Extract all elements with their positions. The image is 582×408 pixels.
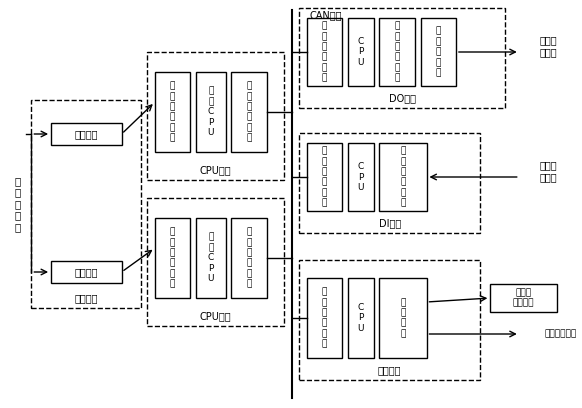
Text: 跳闸、: 跳闸、 — [540, 35, 557, 45]
FancyBboxPatch shape — [299, 133, 481, 233]
Text: 通信、打印等: 通信、打印等 — [544, 330, 576, 339]
Text: 现
场
总
线
接
口: 现 场 总 线 接 口 — [322, 146, 327, 208]
FancyBboxPatch shape — [155, 72, 190, 152]
Text: 工况、: 工况、 — [540, 160, 557, 170]
FancyBboxPatch shape — [348, 143, 374, 211]
Text: 现
场
总
线
接
口: 现 场 总 线 接 口 — [322, 22, 327, 82]
Text: 显示及
人机对话: 显示及 人机对话 — [513, 288, 534, 308]
Text: 数
据
采
集
系
统: 数 据 采 集 系 统 — [170, 82, 175, 142]
Text: 现
场
总
线
接
口: 现 场 总 线 接 口 — [322, 288, 327, 348]
FancyBboxPatch shape — [299, 260, 481, 380]
FancyBboxPatch shape — [232, 72, 267, 152]
FancyBboxPatch shape — [232, 218, 267, 298]
FancyBboxPatch shape — [421, 18, 456, 86]
Text: 光
电
耦
合
开
出: 光 电 耦 合 开 出 — [395, 22, 400, 82]
Text: 现
场
总
线
接
口: 现 场 总 线 接 口 — [246, 82, 252, 142]
FancyBboxPatch shape — [490, 284, 557, 312]
FancyBboxPatch shape — [196, 72, 225, 152]
Text: C
P
U: C P U — [357, 162, 364, 192]
FancyBboxPatch shape — [379, 278, 427, 358]
FancyBboxPatch shape — [379, 143, 427, 211]
Text: 电压形成: 电压形成 — [74, 267, 98, 277]
FancyBboxPatch shape — [348, 18, 374, 86]
Text: 管理模块: 管理模块 — [378, 365, 402, 375]
Text: 信号等: 信号等 — [540, 47, 557, 57]
FancyBboxPatch shape — [348, 278, 374, 358]
Text: C
P
U: C P U — [357, 303, 364, 333]
FancyBboxPatch shape — [307, 18, 342, 86]
Text: 电压形成: 电压形成 — [74, 129, 98, 139]
Text: 光
电
耦
合
开
入: 光 电 耦 合 开 入 — [400, 146, 406, 208]
Text: 出
口
继
电
器: 出 口 继 电 器 — [435, 27, 441, 77]
Text: C
P
U: C P U — [357, 37, 364, 67]
Text: 光
电
耦
合: 光 电 耦 合 — [400, 298, 406, 338]
FancyBboxPatch shape — [51, 123, 122, 145]
FancyBboxPatch shape — [51, 261, 122, 283]
Text: 交流变换: 交流变换 — [74, 293, 98, 303]
Text: CAN总线: CAN总线 — [310, 10, 342, 20]
Text: 保
护
C
P
U: 保 护 C P U — [208, 233, 214, 283]
Text: CPU模块: CPU模块 — [200, 165, 232, 175]
FancyBboxPatch shape — [307, 278, 342, 358]
Text: DI模块: DI模块 — [379, 218, 401, 228]
FancyBboxPatch shape — [379, 18, 415, 86]
FancyBboxPatch shape — [196, 218, 225, 298]
Text: 数
据
采
集
系
统: 数 据 采 集 系 统 — [170, 228, 175, 288]
FancyBboxPatch shape — [147, 52, 285, 180]
FancyBboxPatch shape — [147, 198, 285, 326]
FancyBboxPatch shape — [31, 100, 141, 308]
Text: 条件等: 条件等 — [540, 172, 557, 182]
Text: DO模块: DO模块 — [389, 93, 416, 103]
Text: 模
拟
量
输
入: 模 拟 量 输 入 — [15, 176, 21, 232]
Text: 现
场
总
线
接
口: 现 场 总 线 接 口 — [246, 228, 252, 288]
FancyBboxPatch shape — [299, 8, 505, 108]
Text: CPU模块: CPU模块 — [200, 311, 232, 321]
FancyBboxPatch shape — [155, 218, 190, 298]
Text: 保
护
C
P
U: 保 护 C P U — [208, 87, 214, 137]
FancyBboxPatch shape — [307, 143, 342, 211]
